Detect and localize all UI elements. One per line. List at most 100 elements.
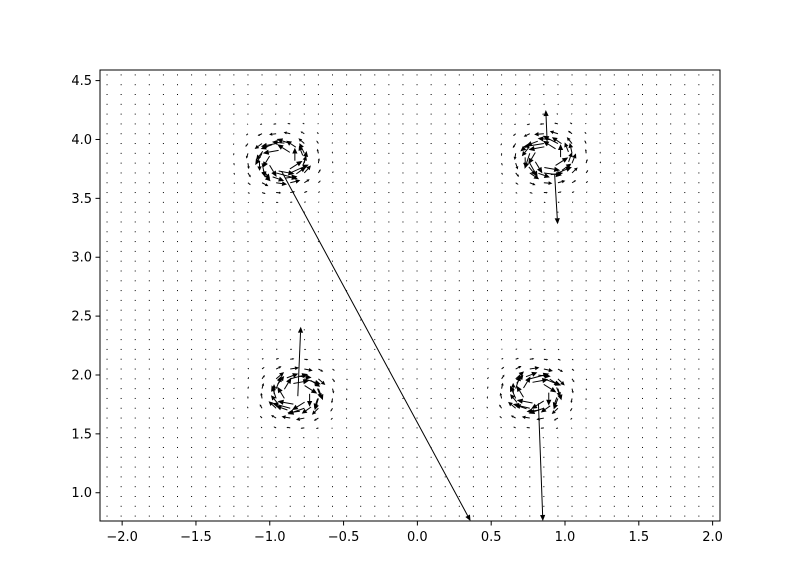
vortex-arrow <box>516 385 524 398</box>
field-arrow <box>261 495 263 497</box>
field-arrow <box>106 270 108 272</box>
field-arrow <box>458 299 460 301</box>
field-arrow <box>388 84 390 86</box>
field-arrow <box>402 309 404 311</box>
field-arrow <box>557 280 559 282</box>
field-arrow <box>374 280 376 282</box>
field-arrow <box>219 368 221 370</box>
field-arrow <box>346 446 348 448</box>
field-arrow <box>289 446 291 448</box>
field-arrow <box>162 437 164 439</box>
field-arrow <box>627 260 629 262</box>
field-arrow <box>500 143 503 146</box>
field-arrow <box>290 211 292 213</box>
field-arrow <box>233 417 235 419</box>
field-arrow <box>289 221 291 223</box>
field-arrow <box>416 446 418 448</box>
field-arrow <box>684 339 686 341</box>
field-arrow <box>374 486 376 488</box>
field-arrow <box>458 94 460 96</box>
field-arrow <box>571 167 578 174</box>
field-arrow <box>134 211 136 213</box>
field-arrow <box>374 417 376 419</box>
field-arrow <box>543 241 545 243</box>
field-arrow <box>388 476 390 478</box>
field-arrow <box>360 358 362 360</box>
field-arrow <box>359 377 362 380</box>
field-arrow <box>416 231 418 233</box>
field-arrow <box>345 358 348 360</box>
plot-frame <box>99 69 721 522</box>
vortex-arrow <box>271 139 285 146</box>
field-arrow <box>148 94 150 96</box>
field-arrow <box>670 152 672 154</box>
field-arrow <box>219 515 221 517</box>
field-arrow <box>247 250 249 252</box>
vortex-arrow <box>546 392 552 406</box>
field-arrow <box>656 74 658 76</box>
field-arrow <box>402 143 404 145</box>
field-arrow <box>402 495 404 497</box>
field-arrow <box>120 348 122 350</box>
field-arrow <box>205 368 207 370</box>
field-arrow <box>331 142 334 144</box>
field-arrow <box>106 446 108 448</box>
field-arrow <box>345 162 348 164</box>
field-arrow <box>191 299 193 301</box>
field-arrow <box>331 161 334 164</box>
field-arrow <box>247 309 249 311</box>
field-arrow <box>642 446 643 448</box>
field-arrow <box>233 153 235 156</box>
field-arrow <box>613 74 615 76</box>
field-arrow <box>275 495 277 497</box>
field-arrow <box>613 113 615 115</box>
vortex-arrow <box>544 166 561 172</box>
field-arrow <box>599 495 601 497</box>
field-arrow <box>416 133 418 135</box>
field-arrow <box>543 486 545 488</box>
field-arrow <box>698 280 700 282</box>
field-arrow <box>191 397 193 399</box>
field-arrow <box>402 456 404 458</box>
field-arrow <box>499 404 503 409</box>
field-arrow <box>303 486 305 488</box>
field-arrow <box>317 84 319 86</box>
field-arrow <box>585 515 587 517</box>
field-arrow <box>106 437 108 439</box>
field-arrow <box>698 466 700 468</box>
field-arrow <box>627 192 629 194</box>
field-arrow <box>177 221 178 223</box>
field-arrow <box>134 446 136 448</box>
field-arrow <box>712 201 714 203</box>
field-arrow <box>656 211 658 213</box>
field-arrow <box>557 495 559 497</box>
vortex-arrow <box>534 161 543 174</box>
field-arrow <box>599 201 601 203</box>
field-arrow <box>613 476 615 478</box>
field-arrow <box>317 270 319 272</box>
field-arrow <box>416 417 418 419</box>
field-arrow <box>134 270 136 272</box>
field-arrow <box>120 182 122 184</box>
field-arrow <box>656 172 658 174</box>
field-arrow <box>162 407 164 409</box>
field-arrow <box>698 74 700 76</box>
field-arrow <box>613 427 615 429</box>
field-arrow <box>148 152 150 154</box>
field-arrow <box>233 133 235 135</box>
field-arrow <box>585 201 587 204</box>
field-arrow <box>177 495 178 497</box>
field-arrow <box>585 103 587 105</box>
field-arrow <box>289 290 291 292</box>
field-arrow <box>360 407 362 409</box>
field-arrow <box>698 241 700 243</box>
field-arrow <box>332 437 333 439</box>
field-arrow <box>247 396 249 399</box>
field-arrow <box>543 103 545 106</box>
field-arrow <box>345 398 348 401</box>
field-arrow <box>233 143 235 146</box>
field-arrow <box>134 299 136 301</box>
field-arrow <box>416 378 418 380</box>
field-arrow <box>599 151 601 154</box>
field-arrow <box>515 446 517 448</box>
